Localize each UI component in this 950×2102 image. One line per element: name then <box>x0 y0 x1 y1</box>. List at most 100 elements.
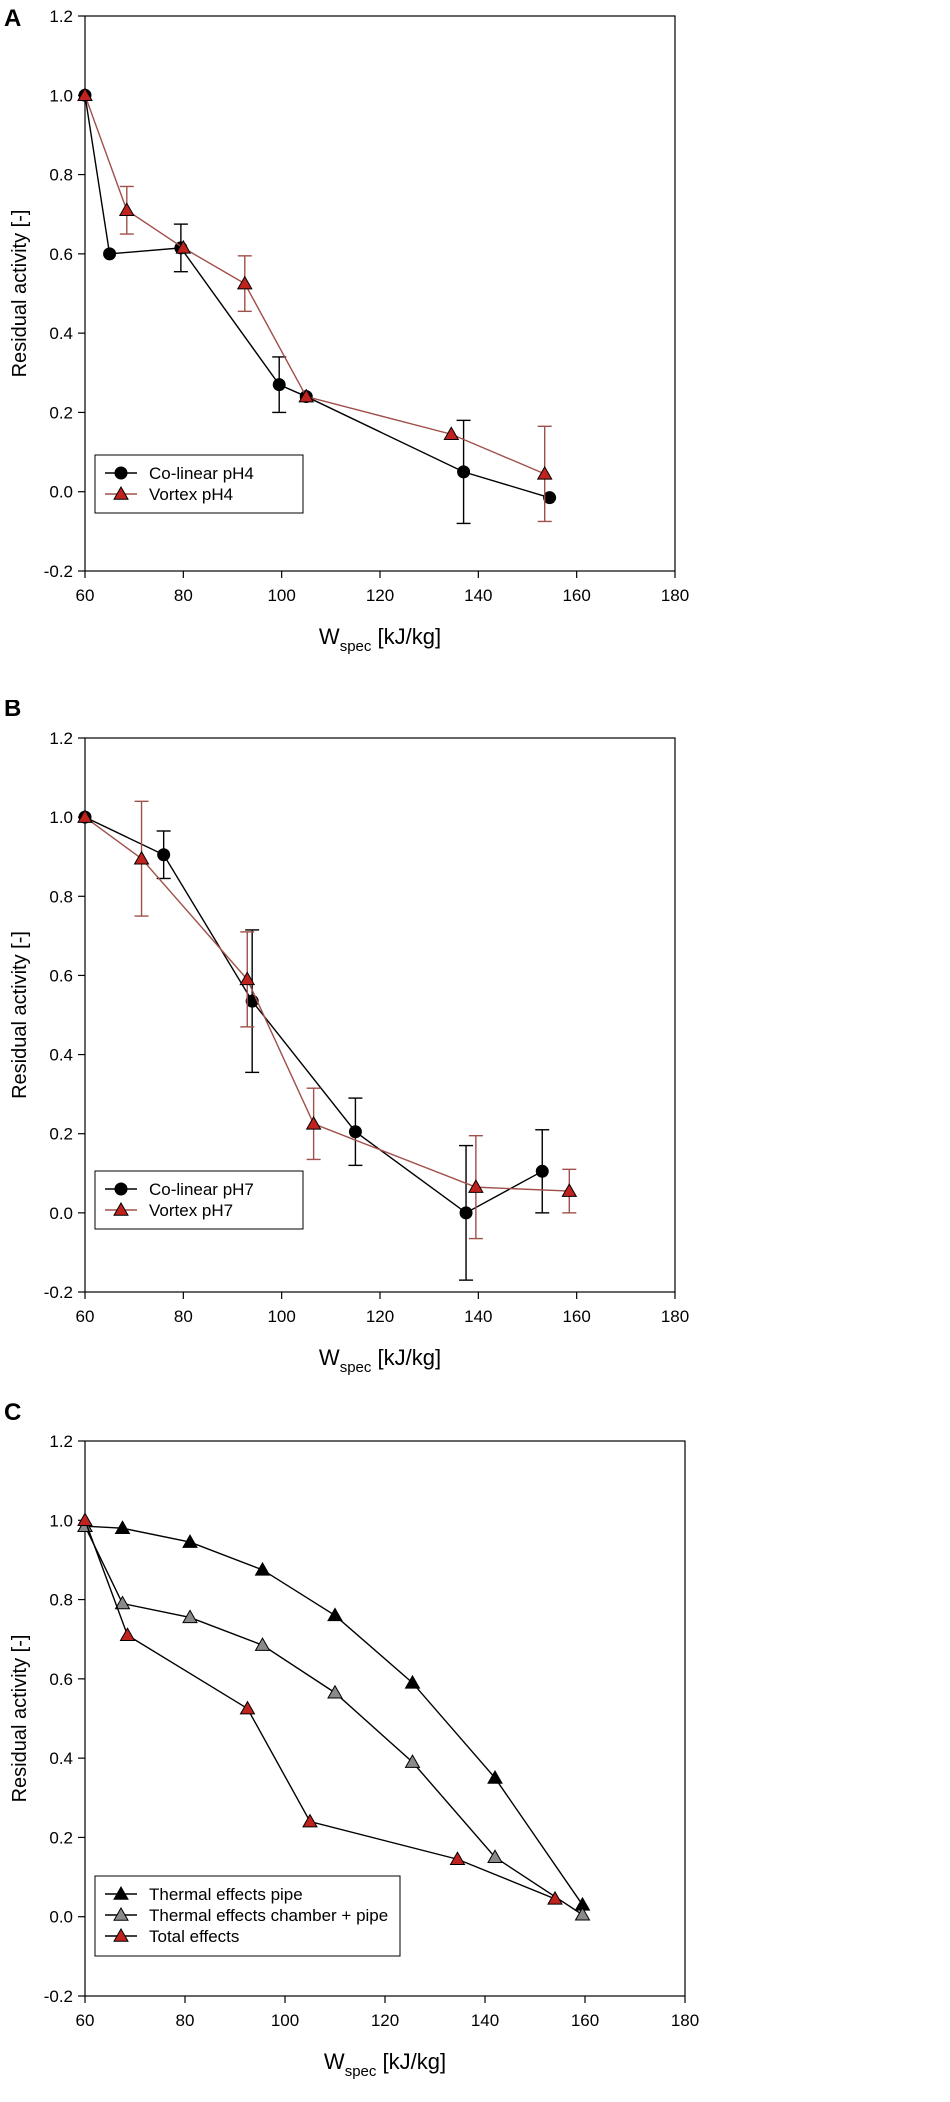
chart-a-series-2-point <box>77 87 93 102</box>
chart-a-series-1-point <box>103 247 117 261</box>
chart-c-series-2-line <box>84 1525 583 1916</box>
chart-c-x-tick-label: 140 <box>471 2011 499 2030</box>
chart-c-series-1-point <box>327 1607 343 1622</box>
chart-b-y-tick-label: 0.4 <box>49 1046 73 1065</box>
chart-c-y-tick-label: 0.8 <box>49 1591 73 1610</box>
chart-c-series-1-point <box>254 1561 271 1576</box>
chart-c-x-axis-label-main: W <box>324 2049 345 2074</box>
chart-c-y-tick-label: 1.2 <box>49 1432 73 1451</box>
panel-label-a: A <box>4 5 21 32</box>
chart-c-series-3-point <box>449 1851 466 1865</box>
chart-c-x-tick-label: 160 <box>571 2011 599 2030</box>
chart-a-y-tick-label: 1.2 <box>49 7 73 26</box>
chart-b-legend-marker <box>114 1182 128 1196</box>
chart-b-series-1-point <box>157 848 171 862</box>
chart-b-legend-box <box>94 1170 304 1230</box>
chart-c-y-tick-label: 0.2 <box>49 1828 73 1847</box>
chart-c-legend-marker <box>113 1885 129 1900</box>
chart-c-series-1-point <box>114 1520 131 1534</box>
chart-a-y-tick-label: 0.0 <box>49 483 73 502</box>
chart-b-series-2-point <box>561 1183 578 1197</box>
chart-a-x-tick-label: 140 <box>464 586 492 605</box>
chart-b-y-tick-label: 0.2 <box>49 1125 73 1144</box>
chart-b-x-tick-label: 100 <box>267 1307 295 1326</box>
chart-a-x-axis-label: Wspec [kJ/kg] <box>319 624 441 655</box>
chart-b-x-axis-label-unit: [kJ/kg] <box>371 1345 441 1370</box>
chart-a-x-tick-label: 80 <box>174 586 193 605</box>
chart-b-series-1-line <box>84 816 543 1214</box>
chart-b-x-axis-label-main: W <box>319 1345 340 1370</box>
chart-b-legend-label: Vortex pH7 <box>149 1201 233 1220</box>
chart-b-y-tick-label: 0.6 <box>49 966 73 985</box>
chart-c-y-tick-label: -0.2 <box>44 1987 73 2006</box>
chart-b-x-tick-label: 160 <box>562 1307 590 1326</box>
chart-a-legend-marker <box>114 466 128 480</box>
chart-c-x-tick-label: 100 <box>271 2011 299 2030</box>
chart-a-series-2-point <box>443 426 460 440</box>
chart-c-series-2-point <box>487 1849 503 1863</box>
chart-c-series-3-line <box>84 1520 556 1900</box>
chart-a-series-2-point <box>536 465 553 480</box>
chart-b-x-tick-label: 80 <box>174 1307 193 1326</box>
chart-a-series-2-point <box>118 202 135 216</box>
chart-b-svg: B -0.2 0.0 0.2 0.4 0.6 0.8 1.0 1.2 60 80 100 120 140… <box>4 700 689 1376</box>
chart-a-series-2-point <box>298 388 315 403</box>
chart-c-x-axis-label-unit: [kJ/kg] <box>376 2049 446 2074</box>
chart-c-series-1-point <box>487 1769 503 1784</box>
chart-c-y-tick-label: 1.0 <box>49 1511 73 1530</box>
chart-c-series-1-point <box>404 1674 421 1689</box>
chart-c-series-2-point <box>574 1906 591 1921</box>
chart-a-x-tick-label: 100 <box>267 586 295 605</box>
chart-a-x-tick-label: 60 <box>76 586 95 605</box>
chart-b-x-axis-label: Wspec [kJ/kg] <box>319 1345 441 1376</box>
chart-c-y-tick-label: 0.0 <box>49 1908 73 1927</box>
chart-c-x-tick-label: 60 <box>76 2011 95 2030</box>
chart-a-series-2-point <box>236 275 253 290</box>
chart-c-series-2-point <box>254 1637 271 1651</box>
chart-c-y-tick-label: 0.4 <box>49 1749 73 1768</box>
chart-c-series-1-line <box>84 1525 584 1906</box>
chart-b-y-tick-label: 0.8 <box>49 887 73 906</box>
chart-c-y-axis-label: Residual activity [-] <box>9 1635 31 1803</box>
chart-c-series-3-point <box>239 1700 256 1715</box>
chart-c-x-tick-label: 120 <box>371 2011 399 2030</box>
chart-c-legend-label: Thermal effects pipe <box>149 1885 303 1904</box>
chart-a-x-tick-label: 120 <box>366 586 394 605</box>
chart-a-series-1-point <box>457 465 471 479</box>
chart-c-series-3-point <box>302 1813 318 1828</box>
chart-b-series-1-point <box>348 1125 362 1139</box>
chart-b-series-1-point <box>535 1164 549 1178</box>
chart-panel-b: B -0.2 0.0 0.2 0.4 0.6 0.8 1.0 1.2 60 80 100 120 140… <box>0 700 950 1400</box>
chart-c-series-2-point <box>114 1595 131 1610</box>
chart-b-series-2-point <box>468 1179 484 1193</box>
panel-label-c: C <box>4 1400 21 1426</box>
chart-a-y-axis-label: Residual activity [-] <box>9 210 31 378</box>
chart-b-y-tick-label: 0.0 <box>49 1204 73 1223</box>
chart-c-series-3-point <box>119 1627 136 1641</box>
chart-a-y-tick-label: -0.2 <box>44 562 73 581</box>
chart-c-x-tick-label: 80 <box>176 2011 195 2030</box>
chart-c-series-1-point <box>182 1534 198 1548</box>
chart-b-series-2-point <box>77 809 93 823</box>
chart-a-legend-marker <box>113 485 129 500</box>
chart-b-y-axis-label: Residual activity [-] <box>9 931 31 1099</box>
chart-c-series-2-point <box>404 1754 421 1768</box>
chart-b-x-tick-label: 120 <box>366 1307 394 1326</box>
chart-a-x-axis-label-unit: [kJ/kg] <box>371 624 441 649</box>
chart-b-x-tick-label: 140 <box>464 1307 492 1326</box>
chart-b-y-tick-label: 1.0 <box>49 808 73 827</box>
chart-a-y-tick-label: 0.4 <box>49 324 73 343</box>
chart-a-series-2-point <box>175 239 192 254</box>
chart-a-x-axis-label-sub: spec <box>340 638 372 655</box>
chart-a-x-tick-label: 160 <box>562 586 590 605</box>
chart-b-y-tick-label: -0.2 <box>44 1283 73 1302</box>
chart-c-series-2-point <box>182 1609 198 1624</box>
chart-c-x-axis-label: Wspec [kJ/kg] <box>324 2049 446 2080</box>
chart-b-series-2-point <box>133 850 150 865</box>
chart-a-x-axis-label-main: W <box>319 624 340 649</box>
chart-c-y-tick-label: 0.6 <box>49 1670 73 1689</box>
chart-a-y-tick-label: 1.0 <box>49 86 73 105</box>
chart-c-legend-label: Total effects <box>149 1927 239 1946</box>
chart-a-legend-box <box>94 454 304 514</box>
chart-a-svg: A -0.2 0.0 0.2 0.4 0.6 0.8 1.0 1.2 60 80 100 120 140… <box>4 5 689 655</box>
